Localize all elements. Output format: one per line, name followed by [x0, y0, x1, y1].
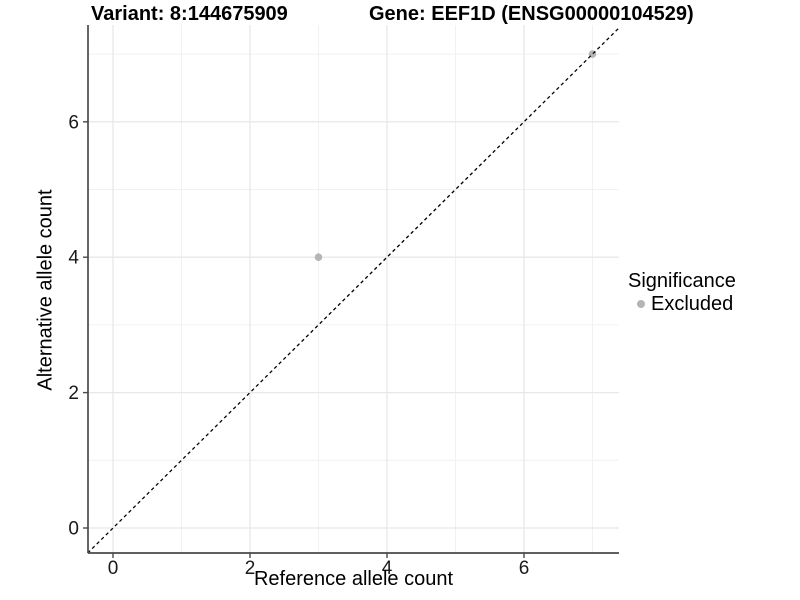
legend-item-label: Excluded: [651, 293, 734, 315]
variant-title: Variant: 8:144675909: [91, 3, 288, 25]
y-tick-label: 6: [68, 112, 79, 133]
gene-title: Gene: EEF1D (ENSG00000104529): [369, 3, 694, 25]
y-tick-label: 2: [68, 383, 79, 404]
data-point: [314, 253, 323, 261]
legend: Significance Excluded: [628, 271, 736, 314]
identity-reference-line: [87, 27, 620, 554]
x-tick-label: 4: [382, 558, 393, 579]
x-tick-label: 6: [519, 558, 530, 579]
legend-title: Significance: [628, 270, 736, 292]
x-tick-label: 0: [108, 558, 119, 579]
excluded-point-icon: [637, 300, 645, 308]
y-tick-label: 0: [68, 519, 79, 540]
y-axis-title: Alternative allele count: [34, 189, 57, 391]
x-axis-title: Reference allele count: [253, 568, 453, 590]
legend-item-excluded: Excluded: [628, 294, 736, 314]
y-tick-label: 4: [68, 248, 79, 269]
x-tick-label: 2: [245, 558, 256, 579]
